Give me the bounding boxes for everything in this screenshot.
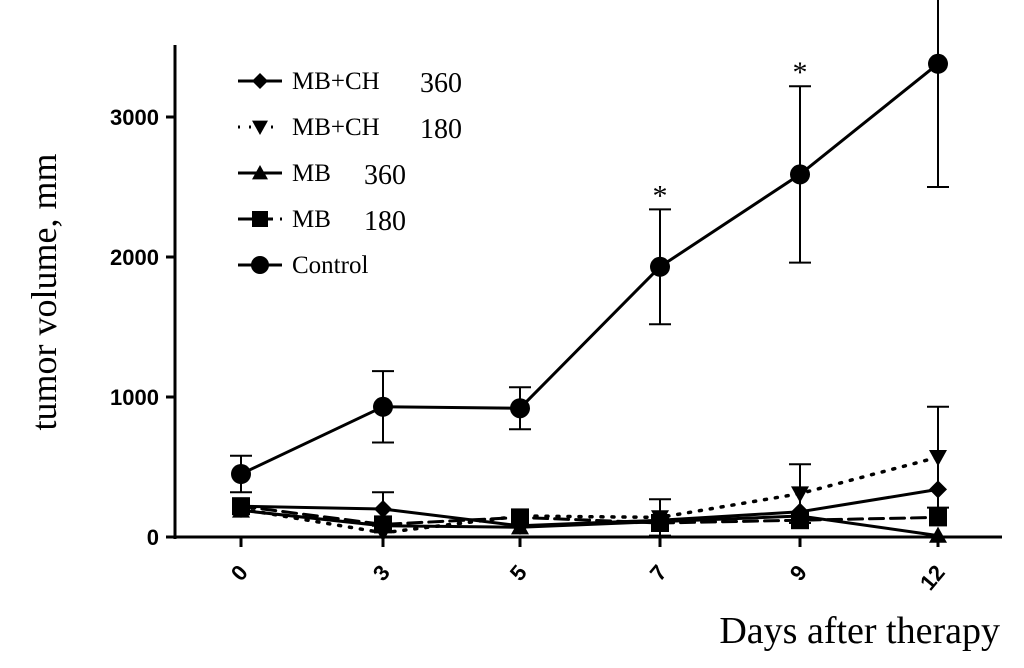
legend-label: Control [292, 252, 368, 279]
marker-circle [373, 396, 393, 417]
legend-item: Control [238, 252, 368, 279]
marker-triangle-up [929, 526, 947, 543]
marker-square [511, 508, 529, 527]
marker-circle [510, 398, 530, 419]
marker-square [791, 511, 809, 530]
legend-label: MB [292, 160, 331, 187]
legend-label: MB [292, 206, 331, 233]
legend-item: MB 360 [238, 160, 406, 191]
x-tick-label: 0 [226, 560, 253, 585]
y-axis-label: tumor volume, mm [24, 154, 64, 431]
marker-square [651, 514, 669, 532]
marker-circle [790, 164, 810, 185]
marker-diamond [252, 73, 268, 89]
x-tick-label: 3 [368, 560, 395, 585]
x-tick-label: 7 [645, 560, 672, 585]
legend-item: MB+CH 360 [238, 68, 462, 99]
marker-circle [251, 256, 269, 274]
legend-dose: 360 [364, 160, 406, 191]
marker-circle [650, 256, 670, 277]
legend-label: MB+CH [292, 68, 380, 95]
marker-triangle-down [929, 450, 947, 467]
series-3 [232, 497, 947, 534]
significance-asterisk: * [793, 56, 808, 89]
x-tick-label: 5 [505, 560, 532, 585]
series-4 [230, 0, 949, 494]
legend-dose: 180 [420, 114, 462, 145]
y-tick-label: 3000 [110, 105, 159, 130]
series-line [239, 504, 940, 526]
marker-triangle-down [252, 120, 268, 135]
marker-square [232, 497, 250, 516]
legend-dose: 360 [420, 68, 462, 99]
marker-diamond [374, 500, 392, 518]
marker-triangle-down [791, 486, 809, 503]
legend-label: MB+CH [292, 114, 380, 141]
x-tick-label: 12 [915, 560, 950, 595]
series-line [239, 62, 940, 476]
marker-square [929, 508, 947, 527]
legend-item: MB+CH 180 [238, 114, 462, 145]
marker-triangle-up [252, 165, 268, 180]
series-line [239, 508, 940, 538]
series-line [239, 455, 940, 535]
marker-square [374, 515, 392, 534]
y-tick-label: 2000 [110, 245, 159, 270]
legend-item: MB 180 [238, 206, 406, 237]
legend-dose: 180 [364, 206, 406, 237]
marker-circle [231, 464, 251, 484]
x-axis-label: Days after therapy [719, 610, 1000, 652]
x-tick-label: 9 [785, 560, 812, 585]
marker-circle [928, 53, 948, 74]
significance-asterisk: * [653, 179, 668, 212]
legend: MB+CH 360 MB+CH 180 MB 360 MB 180 Control [238, 68, 462, 279]
marker-square [252, 211, 268, 227]
y-tick-label: 0 [147, 525, 159, 550]
y-tick-label: 1000 [110, 385, 159, 410]
